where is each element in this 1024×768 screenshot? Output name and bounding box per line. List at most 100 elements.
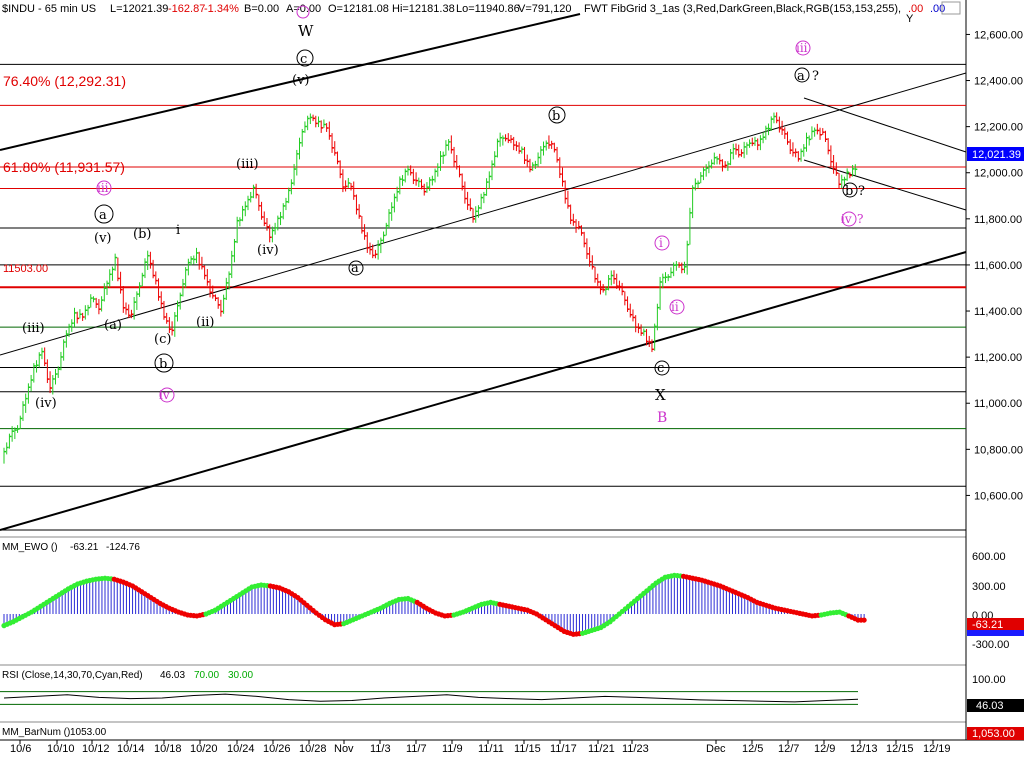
ewo-value-1: -63.21 — [70, 542, 99, 553]
header-symbol: $INDU - 65 min US — [2, 3, 96, 15]
time-axis-label: 11/11 — [478, 743, 504, 755]
ewo-tick-300: 300.00 — [972, 581, 1006, 593]
price-tick-label: 11,400.00 — [974, 306, 1022, 318]
header-hi: Hi=12181.38 — [392, 3, 455, 15]
time-axis-label: 12/15 — [886, 743, 914, 755]
header-open: O=12181.08 — [328, 3, 389, 15]
wave-b-q: b — [845, 184, 853, 199]
wave-iii-left2: (iii) — [236, 157, 259, 172]
rsi-tick-100: 100.00 — [972, 674, 1006, 686]
header-study: FWT FibGrid 3_1as (3,Red,DarkGreen,Black… — [584, 3, 901, 15]
ewo-dot — [861, 617, 867, 623]
wave-a-q: a — [797, 69, 805, 84]
wave-iii-left: (iii) — [22, 321, 45, 336]
time-axis-label: 11/15 — [514, 743, 541, 755]
time-axis-label: 10/28 — [299, 743, 327, 755]
barnum-last: 1,053.00 — [972, 728, 1015, 740]
time-axis-label: 11/21 — [588, 743, 615, 755]
time-axis[interactable]: 10/6 10/10 10/12 10/14 10/18 10/20 10/24 10/26 1… — [10, 740, 951, 755]
header-last: L=12021.39 — [110, 3, 168, 15]
wave-a-nov: a — [351, 261, 359, 276]
last-price-label: 12,021.39 — [972, 149, 1021, 161]
horizontal-levels — [0, 63, 966, 531]
price-tick-label: 11,200.00 — [974, 352, 1022, 364]
maximize-icon[interactable] — [941, 1, 961, 15]
wave-iv-q: iv — [841, 212, 852, 226]
time-axis-label: 10/24 — [227, 743, 255, 755]
wave-c-bottom: c — [657, 361, 664, 376]
wave-iii-pink-top: iii — [796, 41, 808, 55]
rsi-value: 46.03 — [160, 670, 185, 681]
price-tick-label: 12,000.00 — [974, 168, 1023, 180]
price-tick-label: 10,800.00 — [974, 444, 1023, 456]
time-axis-label: 12/13 — [850, 743, 878, 755]
header-right-a: .00 — [908, 3, 923, 15]
rsi-line — [3, 693, 859, 703]
last-price-box — [967, 147, 1024, 161]
time-axis-label: 11/3 — [370, 743, 391, 755]
wave-a-small: (a) — [104, 318, 122, 333]
wave-b-circle-left: b — [159, 357, 167, 372]
wave-i-left: i — [176, 223, 180, 238]
chart-header: $INDU - 65 min US L=12021.39 -162.87 -1.… — [2, 1, 961, 25]
wave-b-left: (b) — [133, 227, 151, 242]
time-axis-label: 11/17 — [550, 743, 577, 755]
rsi-panel — [0, 691, 859, 705]
wave-iii-pink-left: iii — [97, 181, 109, 195]
fib-618-label: 61.80% (11,931.57) — [3, 159, 125, 175]
time-axis-label: 10/20 — [190, 743, 218, 755]
header-bid: B=0.00 — [244, 3, 279, 15]
header-right-c: Y — [906, 13, 914, 25]
time-axis-label: 11/7 — [406, 743, 427, 755]
wave-labels: W c (v) iii a ? b ? iv ? b a iii a (v) (… — [22, 22, 865, 426]
rsi-last: 46.03 — [976, 700, 1004, 712]
ewo-tick-neg300: -300.00 — [972, 639, 1009, 651]
fib-764-label: 76.40% (12,292.31) — [3, 73, 126, 89]
wave-q2: ? — [858, 184, 865, 199]
time-axis-label: 10/18 — [154, 743, 182, 755]
ewo-value-2: -124.76 — [106, 542, 140, 553]
ewo-last-1: -63.21 — [972, 619, 1003, 631]
time-axis-label: Nov — [334, 743, 354, 755]
wave-X: X — [655, 386, 666, 404]
time-axis-label: 10/26 — [263, 743, 291, 755]
level-11503-label: 11503.00 — [3, 263, 48, 275]
header-lo: Lo=11940.86 — [456, 3, 520, 15]
ewo-last-box-2 — [967, 630, 1024, 636]
price-tick-label: 11,000.00 — [974, 398, 1022, 410]
time-axis-label: 12/9 — [814, 743, 835, 755]
time-axis-label: 11/23 — [622, 743, 649, 755]
wave-i-pink: i — [659, 236, 663, 250]
time-axis-label: 10/6 — [10, 743, 31, 755]
wave-v-left: (v) — [94, 231, 112, 246]
wedge-lower-line — [803, 159, 967, 211]
ewo-label: MM_EWO () — [2, 542, 58, 553]
wave-a-left: a — [99, 208, 107, 223]
wave-v-top: (v) — [292, 73, 310, 88]
time-axis-label: 10/12 — [82, 743, 110, 755]
ewo-last-box-1 — [967, 618, 1024, 630]
header-right-b: .00 — [930, 3, 945, 15]
wave-iv-left: (iv) — [35, 396, 57, 411]
price-axis[interactable]: 12,600.00 12,400.00 12,200.00 12,000.00 11,8… — [966, 29, 1023, 502]
price-tick-label: 12,400.00 — [974, 76, 1023, 88]
wave-q3: ? — [857, 212, 863, 226]
price-tick-label: 11,600.00 — [974, 260, 1022, 272]
rsi-lo: 30.00 — [228, 670, 253, 681]
barnum-label: MM_BarNum () — [2, 727, 70, 738]
barnum-value: 1053.00 — [70, 727, 107, 738]
wave-c-top: c — [300, 52, 307, 67]
time-axis-label: 11/9 — [442, 743, 463, 755]
price-tick-label: 10,600.00 — [974, 490, 1023, 502]
price-tick-label: 12,600.00 — [974, 29, 1023, 41]
time-axis-label: 12/7 — [778, 743, 799, 755]
wave-ii-left: (ii) — [196, 315, 214, 330]
time-axis-label: 12/5 — [742, 743, 763, 755]
price-tick-label: 11,800.00 — [974, 214, 1022, 226]
ewo-panel — [1, 572, 867, 637]
time-axis-label: 10/10 — [47, 743, 75, 755]
wave-ii-pink: ii — [671, 300, 679, 314]
wave-c-small: (c) — [154, 332, 171, 347]
price-candles — [3, 112, 858, 464]
